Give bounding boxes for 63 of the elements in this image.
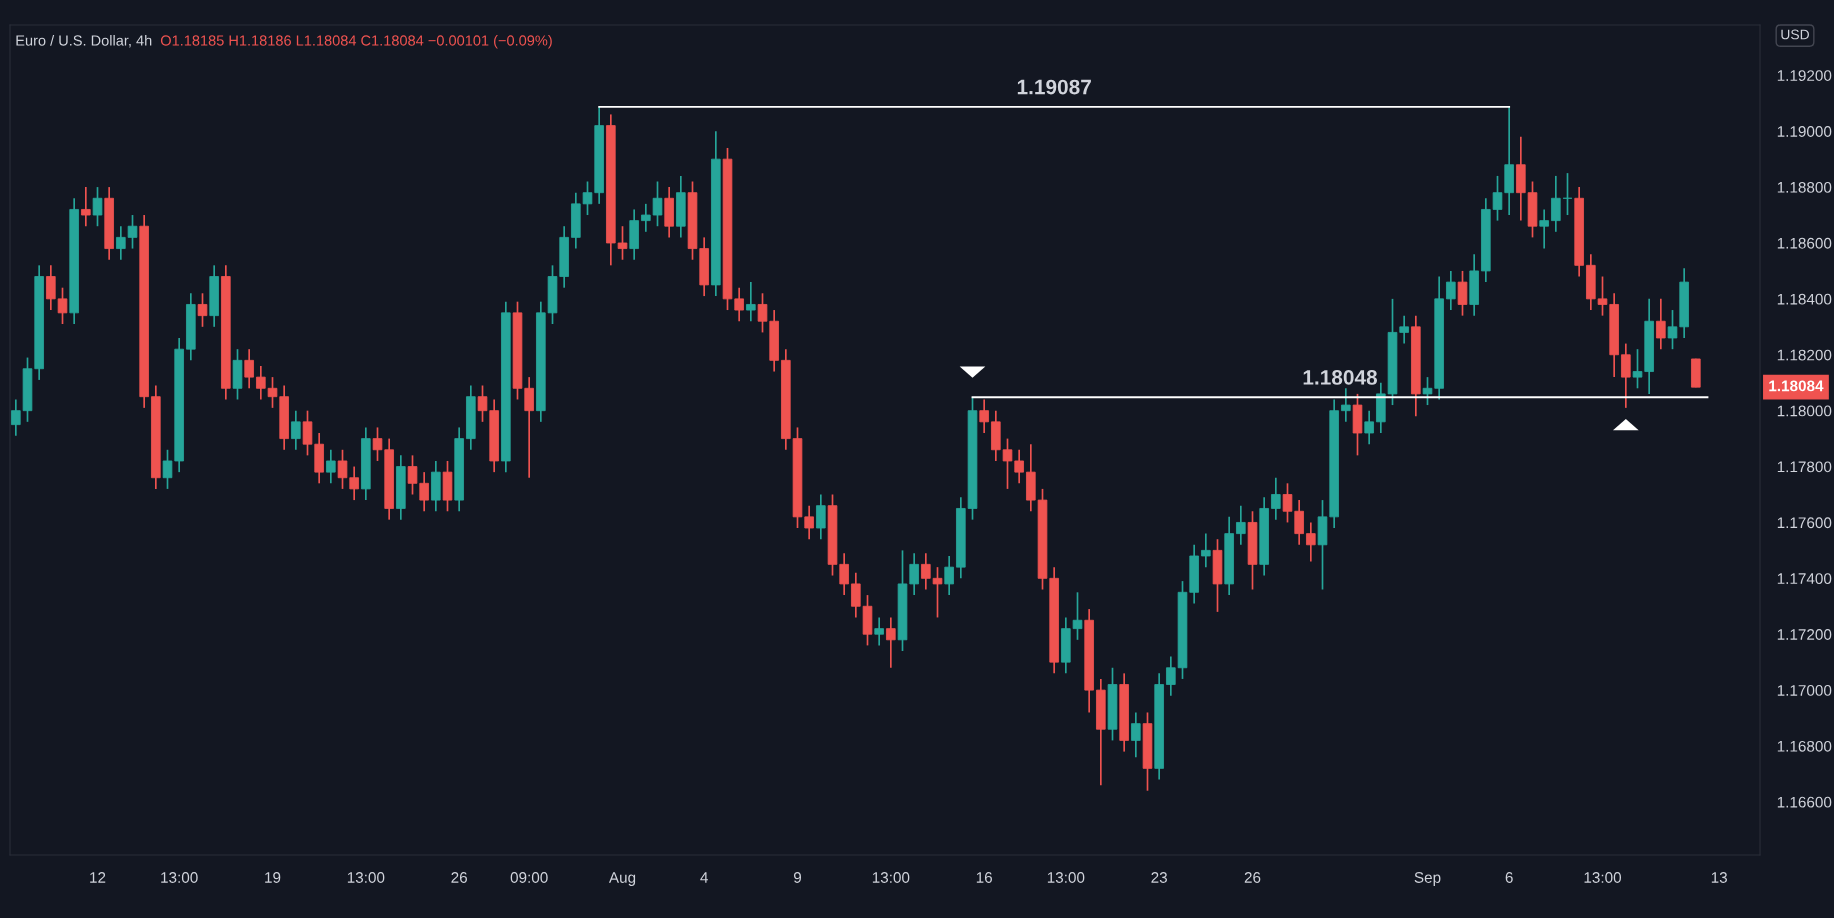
candlestick — [197, 292, 208, 328]
candlestick — [81, 186, 91, 228]
x-tick-label: 13:00 — [1584, 872, 1622, 883]
candlestick — [1236, 504, 1246, 546]
candlestick — [1621, 342, 1631, 409]
x-tick-label: 12 — [90, 872, 106, 883]
x-tick-label: 13:00 — [161, 872, 198, 883]
x-tick-label: 26 — [451, 872, 467, 883]
x-tick-label: 13:00 — [347, 872, 385, 883]
candlestick — [1131, 711, 1141, 759]
candlestick — [291, 409, 301, 451]
candlestick — [874, 616, 884, 647]
x-tick-label: 4 — [700, 872, 708, 883]
y-tick-label: 1.16600 — [1777, 796, 1832, 808]
text: O1.18185 H1.18186 L1.18084 C1.18084 −0.00101 (−0.09%) — [160, 34, 552, 49]
y-tick-label: 1.16800 — [1777, 740, 1832, 752]
series-label: 1.18048 — [1303, 369, 1378, 385]
text: 1.18084 — [1769, 380, 1824, 392]
y-tick-label: 1.18600 — [1777, 237, 1832, 249]
series-label: 1.19087 — [1017, 79, 1091, 95]
y-tick-label: 1.19000 — [1777, 126, 1832, 137]
x-tick-label: 6 — [1505, 872, 1513, 883]
x-tick-label: 26 — [1244, 872, 1261, 883]
y-tick-label: 1.17000 — [1777, 684, 1832, 696]
y-axis-title: USD — [1781, 29, 1809, 40]
candlestick — [979, 398, 989, 434]
candlestick — [1364, 409, 1374, 446]
candlestick — [1201, 532, 1211, 568]
y-tick-label: 1.18200 — [1777, 349, 1832, 361]
candlestick — [816, 493, 826, 541]
candlestick — [1539, 208, 1549, 250]
text: Euro / U.S. Dollar, 4h — [16, 34, 152, 48]
x-tick-label: 13:00 — [1047, 872, 1085, 883]
y-tick-label: 1.19200 — [1777, 70, 1832, 81]
candlestick — [746, 281, 756, 323]
y-tick-label: 1.17800 — [1777, 461, 1832, 473]
y-tick-label: 1.18400 — [1777, 293, 1832, 305]
candlestick — [886, 616, 896, 669]
candlestick — [1446, 270, 1456, 311]
candlestick — [1551, 175, 1561, 233]
candlestick — [1271, 476, 1281, 521]
y-tick-label: 1.17200 — [1777, 629, 1832, 640]
candlestick — [1306, 521, 1316, 563]
candlestick — [1341, 387, 1351, 423]
y-tick-label: 1.18800 — [1777, 181, 1832, 193]
x-tick-label: 19 — [265, 872, 281, 883]
candlestick — [92, 186, 103, 228]
candlestick — [1656, 298, 1666, 351]
x-tick-label: Aug — [608, 872, 636, 886]
x-tick-label: 13 — [1711, 872, 1727, 883]
y-tick-label: 1.17600 — [1777, 517, 1832, 529]
y-tick-label: 1.17400 — [1777, 573, 1832, 585]
x-tick-label: Sep — [1414, 872, 1441, 886]
y-tick-label: 1.18000 — [1777, 405, 1832, 417]
x-tick-label: 23 — [1151, 872, 1167, 883]
candlestick — [1457, 270, 1468, 317]
candlestick — [944, 555, 954, 596]
x-tick-label: 13:00 — [872, 872, 910, 883]
candlestick — [326, 448, 336, 485]
x-tick-label: 16 — [976, 872, 992, 883]
x-tick-label: 09:00 — [510, 872, 548, 883]
candlestick — [244, 348, 254, 390]
x-tick-label: 9 — [793, 872, 802, 883]
